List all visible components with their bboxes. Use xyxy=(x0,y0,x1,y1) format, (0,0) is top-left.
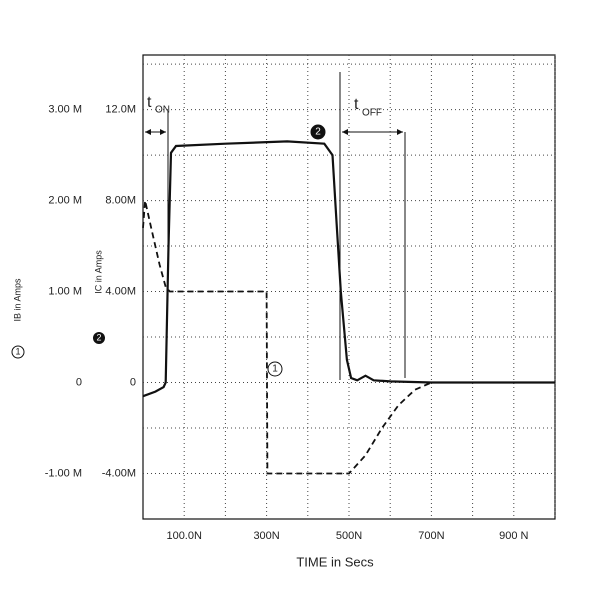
series-marker: 1 xyxy=(272,364,278,375)
x-tick-label: 100.0N xyxy=(166,530,202,542)
series-marker: 2 xyxy=(315,127,321,138)
y2-axis-marker: 2 xyxy=(96,332,101,342)
toff-label: t xyxy=(354,96,359,113)
y2-axis-label-group: IC in Amps xyxy=(93,250,103,294)
x-tick-label: 700N xyxy=(418,530,444,542)
series-marker-circle xyxy=(267,361,283,377)
y-axis-marker: 1 xyxy=(15,346,20,356)
series-marker-circle xyxy=(310,124,326,140)
y-tick-label: 3.00 M xyxy=(48,103,82,115)
y-tick-label: 2.00 M xyxy=(48,194,82,206)
x-tick-label: 500N xyxy=(336,530,362,542)
y2-tick-label: 12.0M xyxy=(105,103,136,115)
ton-label: t xyxy=(147,94,152,111)
y-axis-label-group: IB in Amps xyxy=(12,278,22,322)
y-tick-label: 0 xyxy=(76,376,82,388)
y2-axis-label: IC in Amps xyxy=(93,250,103,294)
series-line xyxy=(142,140,555,398)
ton-sub: ON xyxy=(155,105,170,116)
y-tick-label: -1.00 M xyxy=(45,467,82,479)
y-axis-label: IB in Amps xyxy=(12,278,22,322)
y2-axis-marker-circle xyxy=(93,332,105,344)
toff-sub: OFF xyxy=(362,108,382,119)
y2-tick-label: 0 xyxy=(130,376,136,388)
y2-tick-label: 8.00M xyxy=(105,194,136,206)
x-axis-label: TIME in Secs xyxy=(296,554,374,569)
ton-arrowheads xyxy=(145,129,166,135)
y-tick-label: 1.00 M xyxy=(48,285,82,297)
x-tick-label: 900 N xyxy=(499,530,528,542)
y-axis-marker-circle xyxy=(11,345,25,359)
y2-tick-label: -4.00M xyxy=(102,467,136,479)
series-line xyxy=(142,200,555,475)
x-tick-label: 300N xyxy=(253,530,279,542)
y2-tick-label: 4.00M xyxy=(105,285,136,297)
